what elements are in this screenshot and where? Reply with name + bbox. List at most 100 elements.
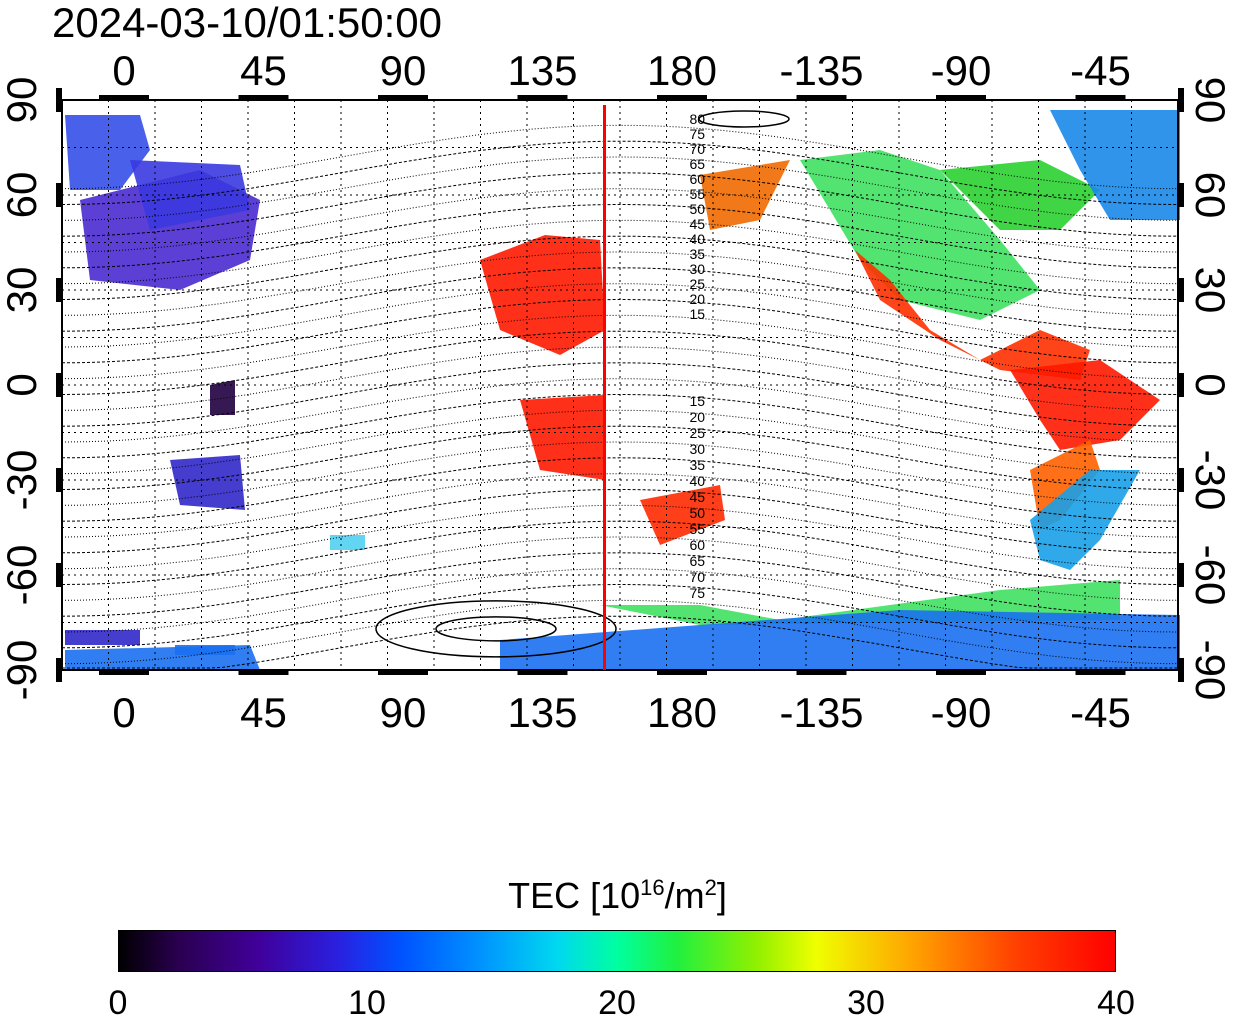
- contour-line-24: [61, 235, 1179, 300]
- x-tick-top-3: 135: [507, 47, 577, 94]
- tick-bar-left-0: [56, 88, 62, 112]
- contour-line-15: [61, 378, 1179, 443]
- contour-label-north-2: 70: [690, 141, 706, 157]
- tick-bar-top-5: [796, 95, 847, 100]
- contour-line-10: [61, 457, 1179, 522]
- colorbar-label-40: 40: [1097, 984, 1135, 1022]
- contour-line-29: [62, 156, 1178, 221]
- tick-bar-left-3: [56, 373, 62, 397]
- contour-oval-outer: [375, 600, 617, 658]
- contour-line-22: [61, 267, 1179, 332]
- contour-label-north-0: 80: [690, 111, 706, 127]
- tick-bar-right-6: [1178, 658, 1184, 682]
- y-tick-left-4: -30: [0, 450, 45, 511]
- contour-label-south-9: 60: [690, 537, 706, 553]
- contour-line-21: [61, 283, 1179, 348]
- x-tick-top-2: 90: [380, 47, 427, 94]
- x-tick-bottom-5: -135: [779, 689, 863, 736]
- tick-bar-bottom-1: [238, 670, 289, 675]
- tick-bar-top-7: [1075, 95, 1126, 100]
- tec-patch-0: [65, 115, 150, 190]
- y-tick-left-2: 30: [0, 267, 45, 314]
- contour-line-7: [61, 504, 1179, 570]
- contour-label-north-7: 45: [690, 216, 706, 232]
- tick-bar-left-1: [56, 183, 62, 207]
- contour-line-26: [62, 203, 1178, 269]
- contour-line-17: [62, 346, 1178, 411]
- tick-bar-left-2: [56, 278, 62, 302]
- tick-bar-bottom-5: [796, 670, 847, 675]
- map-timestamp: 2024-03-10/01:50:00: [52, 0, 442, 46]
- contour-line-1: [61, 599, 1179, 665]
- colorbar-title-exp: 16: [640, 875, 665, 900]
- x-tick-top-5: -135: [779, 47, 863, 94]
- tec-patch-8: [855, 250, 1090, 380]
- x-tick-top-7: -45: [1070, 47, 1131, 94]
- y-tick-right-3: 0: [1187, 373, 1234, 396]
- contour-label-south-2: 25: [690, 425, 706, 441]
- tick-bar-top-3: [517, 95, 568, 100]
- colorbar: [118, 930, 1116, 972]
- contour-label-north-1: 75: [690, 126, 706, 142]
- colorbar-title-prefix: TEC [10: [508, 875, 641, 916]
- tec-patch-20: [65, 630, 140, 645]
- contour-label-south-7: 50: [690, 505, 706, 521]
- tick-bar-left-6: [56, 658, 62, 682]
- contour-label-north-4: 60: [690, 171, 706, 187]
- contour-line-0: [62, 615, 1178, 669]
- contour-label-south-12: 75: [690, 585, 706, 601]
- tec-patch-7: [800, 150, 1040, 320]
- tick-bar-top-1: [238, 95, 289, 100]
- contour-label-south-6: 45: [690, 489, 706, 505]
- y-tick-right-1: 60: [1187, 172, 1234, 219]
- tec-patch-17: [170, 455, 245, 510]
- colorbar-title-suffix: ]: [716, 875, 727, 916]
- tec-patch-19: [330, 535, 365, 550]
- tick-bar-top-2: [378, 95, 428, 100]
- contour-line-30: [61, 140, 1179, 205]
- contour-label-north-10: 30: [690, 261, 706, 277]
- tec-patch-3: [480, 235, 605, 355]
- contour-label-north-8: 40: [690, 231, 706, 247]
- contour-label-south-8: 55: [690, 521, 706, 537]
- contour-label-north-6: 50: [690, 201, 706, 217]
- tick-bar-top-4: [657, 95, 707, 100]
- tec-patch-18: [210, 380, 235, 415]
- y-tick-right-4: -30: [1187, 450, 1234, 511]
- tick-bar-bottom-7: [1075, 670, 1126, 675]
- tick-bar-right-5: [1178, 563, 1184, 587]
- contour-line-9: [61, 473, 1179, 538]
- x-tick-top-0: 0: [112, 47, 135, 94]
- x-tick-top-1: 45: [240, 47, 287, 94]
- tick-bar-top-6: [936, 95, 986, 100]
- contour-label-south-4: 35: [690, 457, 706, 473]
- y-tick-right-2: 30: [1187, 267, 1234, 314]
- contour-line-4: [61, 552, 1179, 617]
- y-tick-left-5: -60: [0, 545, 45, 606]
- contour-line-31: [61, 124, 1179, 190]
- contour-line-18: [61, 330, 1179, 395]
- y-tick-left-6: -90: [0, 640, 45, 701]
- colorbar-label-30: 30: [847, 984, 885, 1022]
- x-tick-bottom-1: 45: [240, 689, 287, 736]
- contour-line-27: [61, 188, 1179, 253]
- contour-line-23: [62, 251, 1178, 316]
- tec-patch-21: [175, 645, 235, 655]
- x-tick-bottom-3: 135: [507, 689, 577, 736]
- x-tick-bottom-4: 180: [647, 689, 717, 736]
- tick-bar-bottom-6: [936, 670, 986, 675]
- tick-bar-bottom-4: [657, 670, 707, 675]
- contour-line-20: [62, 298, 1178, 364]
- x-tick-top-6: -90: [931, 47, 992, 94]
- contour-label-south-10: 65: [690, 553, 706, 569]
- tick-bar-right-1: [1178, 183, 1184, 207]
- contour-label-north-9: 35: [690, 246, 706, 262]
- y-tick-left-3: 0: [0, 373, 45, 396]
- contour-label-north-5: 55: [690, 186, 706, 202]
- tick-bar-bottom-0: [99, 670, 149, 675]
- tick-bar-left-5: [56, 563, 62, 587]
- contour-label-south-3: 30: [690, 441, 706, 457]
- tick-bar-right-2: [1178, 278, 1184, 302]
